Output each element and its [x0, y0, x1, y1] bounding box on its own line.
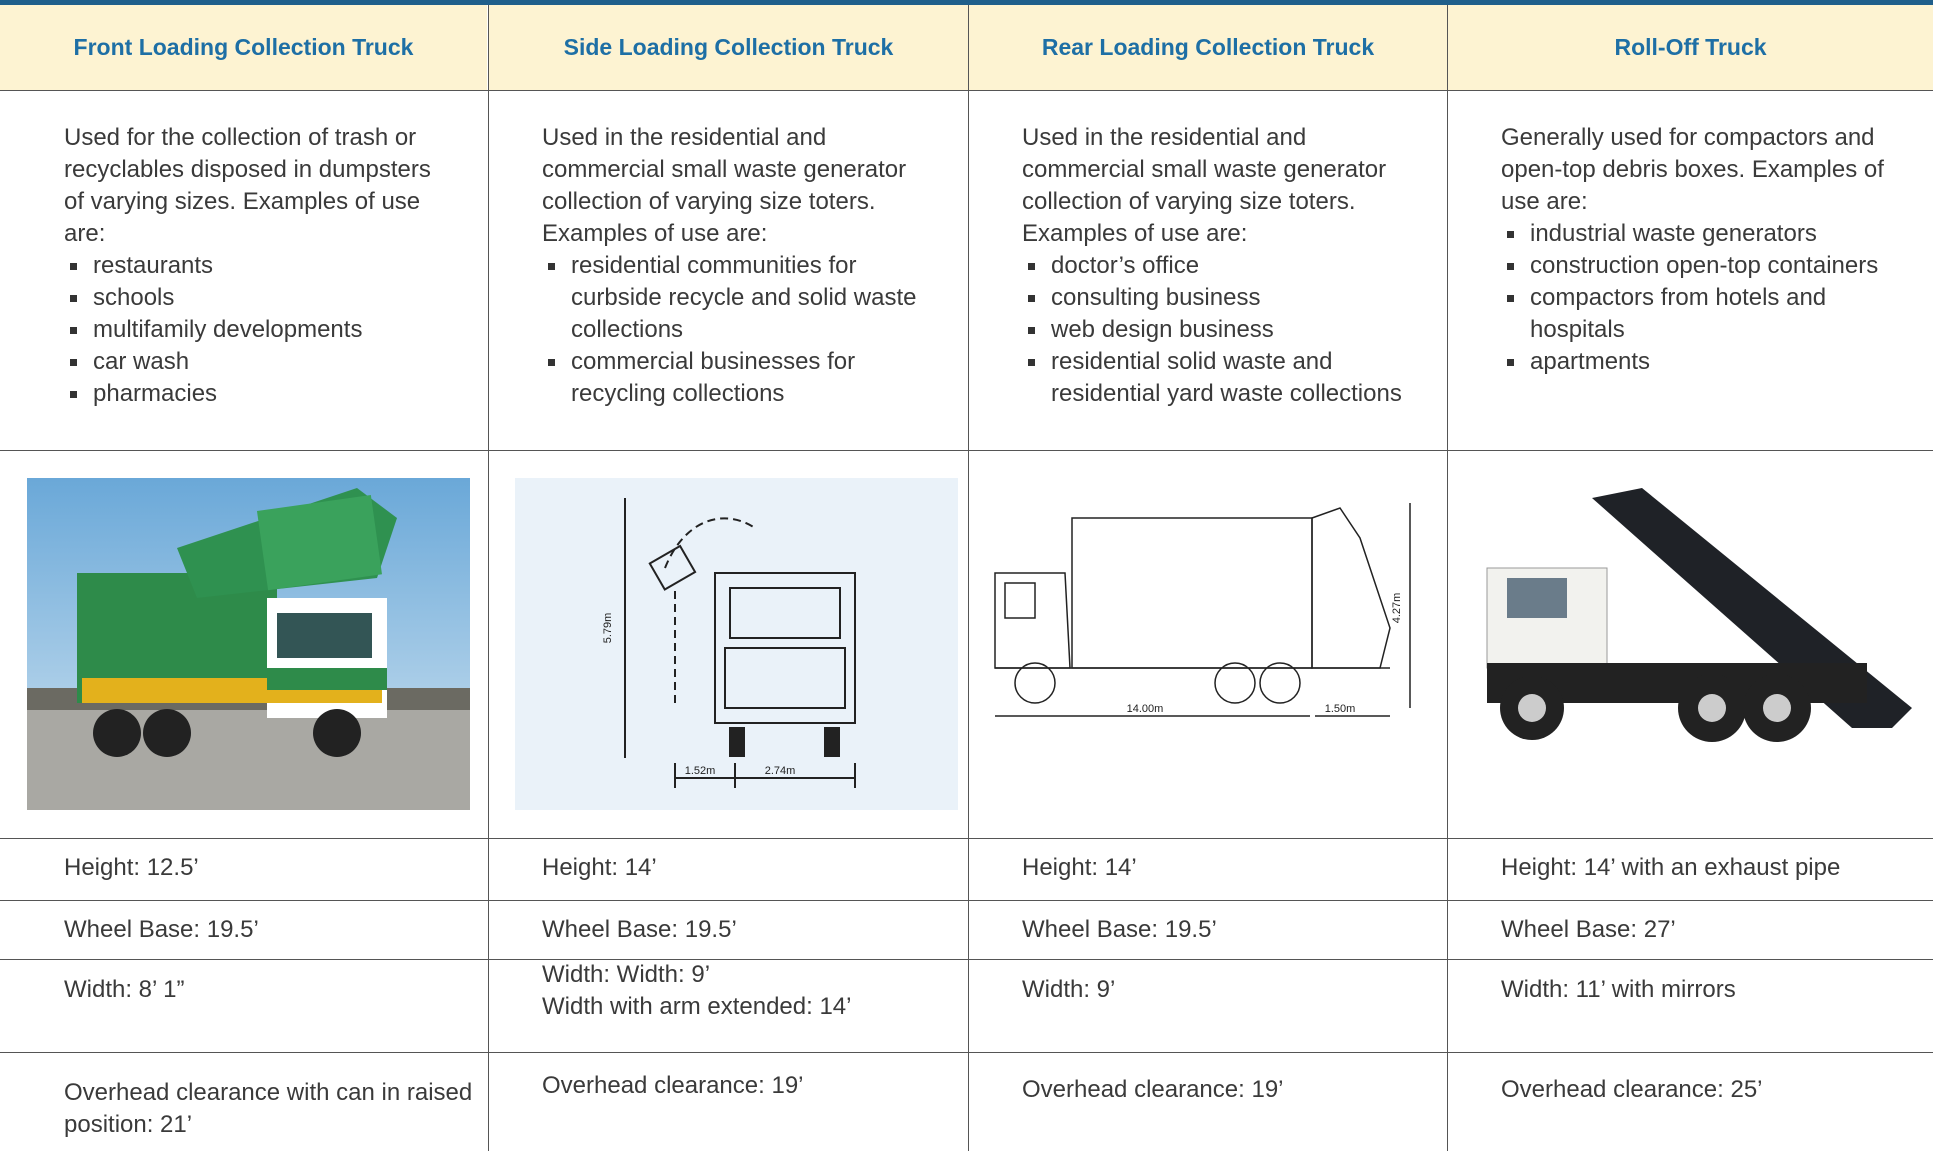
spec-text: Width: 8’ 1” [64, 976, 185, 1003]
column-header: Roll-Off Truck [1448, 5, 1933, 90]
dimension-label: 2.74m [765, 765, 796, 777]
examples-list: doctor’s office consulting business web de… [1022, 250, 1422, 410]
example-item: residential solid waste and residential … [1022, 346, 1422, 410]
spec-text: Overhead clearance with can in raised po… [64, 1079, 473, 1138]
truck-image: 5.79m 1.52m 2.74m [515, 478, 958, 810]
example-item: web design business [1022, 314, 1422, 346]
description-text: Used in the residential and commercial s… [542, 124, 907, 247]
truck-image [1472, 478, 1915, 810]
row-divider [0, 959, 1933, 960]
dimension-label: 4.27m [1391, 593, 1403, 624]
spec-text: Overhead clearance: 19’ [542, 1072, 804, 1099]
truck-image: 4.27m 14.00m 1.50m [980, 478, 1423, 810]
dimension-label: 1.50m [1325, 703, 1356, 715]
example-item: restaurants [64, 250, 444, 282]
spec-text: Width: 9’ [1022, 976, 1116, 1003]
spec-text: Height: 14’ [1022, 854, 1137, 881]
spec-text: Width: 11’ with mirrors [1501, 976, 1736, 1003]
example-item: schools [64, 282, 444, 314]
spec-text: Wheel Base: 19.5’ [64, 916, 259, 943]
example-item: pharmacies [64, 378, 444, 410]
examples-list: restaurants schools multifamily developmen… [64, 250, 444, 410]
example-item: compactors from hotels and hospitals [1501, 282, 1886, 346]
example-item: multifamily developments [64, 314, 444, 346]
row-divider [0, 450, 1933, 451]
example-item: doctor’s office [1022, 250, 1422, 282]
row-divider [0, 838, 1933, 839]
examples-list: residential communities for curbside rec… [542, 250, 922, 410]
description: Used in the residential and commercial s… [542, 122, 922, 410]
column-header: Rear Loading Collection Truck [969, 5, 1447, 90]
description: Generally used for compactors and open-t… [1501, 122, 1886, 378]
example-item: car wash [64, 346, 444, 378]
examples-list: industrial waste generators construction … [1501, 218, 1886, 378]
top-bar [0, 0, 1933, 5]
description-text: Used for the collection of trash or recy… [64, 124, 431, 247]
spec-text: Wheel Base: 27’ [1501, 916, 1676, 943]
dimension-label: 1.52m [685, 765, 716, 777]
column-header: Front Loading Collection Truck [0, 5, 487, 90]
row-divider [0, 90, 1933, 91]
column-divider [488, 5, 489, 1151]
column-divider [968, 5, 969, 1151]
column-header: Side Loading Collection Truck [489, 5, 968, 90]
description-text: Used in the residential and commercial s… [1022, 124, 1387, 247]
example-item: apartments [1501, 346, 1886, 378]
description: Used in the residential and commercial s… [1022, 122, 1422, 410]
row-divider [0, 1052, 1933, 1053]
example-item: construction open-top containers [1501, 250, 1886, 282]
dimension-label: 14.00m [1127, 703, 1164, 715]
example-item: consulting business [1022, 282, 1422, 314]
spec-text: Height: 12.5’ [64, 854, 199, 881]
spec-text: Overhead clearance: 19’ [1022, 1076, 1284, 1103]
row-divider [0, 900, 1933, 901]
spec-text: Wheel Base: 19.5’ [542, 916, 737, 943]
description-text: Generally used for compactors and open-t… [1501, 124, 1884, 215]
spec-text: Width: Width: 9’ Width with arm extended… [542, 961, 852, 1020]
description: Used for the collection of trash or recy… [64, 122, 444, 410]
spec-text: Wheel Base: 19.5’ [1022, 916, 1217, 943]
spec-text: Overhead clearance: 25’ [1501, 1076, 1763, 1103]
example-item: commercial businesses for recycling coll… [542, 346, 922, 410]
spec-text: Height: 14’ with an exhaust pipe [1501, 854, 1841, 881]
truck-image [27, 478, 470, 810]
spec-text: Height: 14’ [542, 854, 657, 881]
column-divider [1447, 5, 1448, 1151]
example-item: residential communities for curbside rec… [542, 250, 922, 346]
example-item: industrial waste generators [1501, 218, 1886, 250]
dimension-label: 5.79m [602, 613, 614, 644]
